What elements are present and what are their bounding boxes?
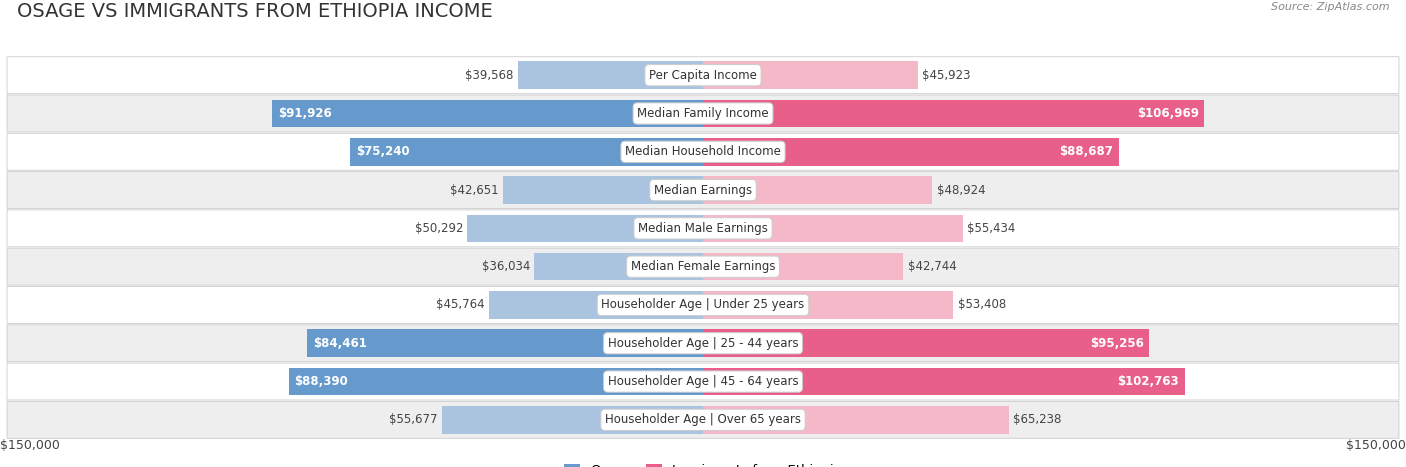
Text: Source: ZipAtlas.com: Source: ZipAtlas.com xyxy=(1271,2,1389,12)
Bar xyxy=(467,214,703,242)
Text: $42,744: $42,744 xyxy=(907,260,956,273)
Bar xyxy=(517,61,703,89)
Legend: Osage, Immigrants from Ethiopia: Osage, Immigrants from Ethiopia xyxy=(558,459,848,467)
Text: $84,461: $84,461 xyxy=(312,337,367,350)
Text: Median Earnings: Median Earnings xyxy=(654,184,752,197)
FancyBboxPatch shape xyxy=(7,210,1399,247)
Text: $45,923: $45,923 xyxy=(922,69,972,82)
Text: $88,390: $88,390 xyxy=(294,375,349,388)
Bar xyxy=(703,176,932,204)
Text: $106,969: $106,969 xyxy=(1136,107,1199,120)
Bar xyxy=(488,291,703,319)
Text: Median Male Earnings: Median Male Earnings xyxy=(638,222,768,235)
Text: Per Capita Income: Per Capita Income xyxy=(650,69,756,82)
Text: $75,240: $75,240 xyxy=(356,145,409,158)
FancyBboxPatch shape xyxy=(7,95,1399,132)
Text: Householder Age | Under 25 years: Householder Age | Under 25 years xyxy=(602,298,804,311)
Text: $65,238: $65,238 xyxy=(1012,413,1062,426)
Text: OSAGE VS IMMIGRANTS FROM ETHIOPIA INCOME: OSAGE VS IMMIGRANTS FROM ETHIOPIA INCOME xyxy=(17,2,492,21)
Text: Householder Age | 25 - 44 years: Householder Age | 25 - 44 years xyxy=(607,337,799,350)
Text: $102,763: $102,763 xyxy=(1118,375,1180,388)
Bar xyxy=(703,406,1008,434)
Text: $88,687: $88,687 xyxy=(1059,145,1114,158)
Text: $55,434: $55,434 xyxy=(967,222,1015,235)
FancyBboxPatch shape xyxy=(7,401,1399,439)
FancyBboxPatch shape xyxy=(7,248,1399,285)
Text: $45,764: $45,764 xyxy=(436,298,484,311)
Text: $48,924: $48,924 xyxy=(936,184,986,197)
Text: $91,926: $91,926 xyxy=(278,107,332,120)
Text: $50,292: $50,292 xyxy=(415,222,463,235)
FancyBboxPatch shape xyxy=(7,286,1399,324)
Bar xyxy=(703,368,1185,396)
Text: $42,651: $42,651 xyxy=(450,184,499,197)
Bar xyxy=(503,176,703,204)
Text: Median Household Income: Median Household Income xyxy=(626,145,780,158)
Bar xyxy=(703,291,953,319)
Bar xyxy=(703,253,903,281)
Text: $36,034: $36,034 xyxy=(481,260,530,273)
Bar xyxy=(441,406,703,434)
Text: $53,408: $53,408 xyxy=(957,298,1005,311)
Text: Median Family Income: Median Family Income xyxy=(637,107,769,120)
Text: $95,256: $95,256 xyxy=(1090,337,1144,350)
Bar xyxy=(288,368,703,396)
FancyBboxPatch shape xyxy=(7,133,1399,170)
Text: $39,568: $39,568 xyxy=(465,69,513,82)
Bar xyxy=(350,138,703,166)
Bar xyxy=(703,329,1150,357)
Text: Householder Age | 45 - 64 years: Householder Age | 45 - 64 years xyxy=(607,375,799,388)
FancyBboxPatch shape xyxy=(7,363,1399,400)
Bar xyxy=(703,138,1119,166)
Bar xyxy=(703,214,963,242)
FancyBboxPatch shape xyxy=(7,171,1399,209)
FancyBboxPatch shape xyxy=(7,325,1399,362)
Bar xyxy=(703,61,918,89)
Bar xyxy=(703,99,1205,127)
Text: $150,000: $150,000 xyxy=(0,439,60,452)
Text: Householder Age | Over 65 years: Householder Age | Over 65 years xyxy=(605,413,801,426)
Text: $150,000: $150,000 xyxy=(1346,439,1406,452)
Text: Median Female Earnings: Median Female Earnings xyxy=(631,260,775,273)
FancyBboxPatch shape xyxy=(7,57,1399,94)
Text: $55,677: $55,677 xyxy=(389,413,437,426)
Bar xyxy=(273,99,703,127)
Bar xyxy=(307,329,703,357)
Bar xyxy=(534,253,703,281)
